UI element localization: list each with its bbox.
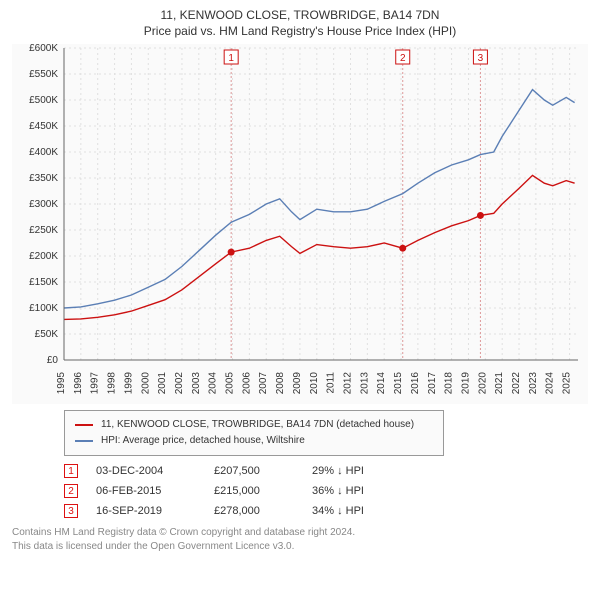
marker-delta: 29% ↓ HPI <box>312 465 412 477</box>
svg-text:2006: 2006 <box>241 372 252 395</box>
svg-text:3: 3 <box>478 53 484 64</box>
svg-text:£400K: £400K <box>29 147 58 158</box>
marker-delta: 36% ↓ HPI <box>312 485 412 497</box>
svg-text:£50K: £50K <box>35 329 59 340</box>
svg-text:2005: 2005 <box>225 372 236 395</box>
chart-subtitle: Price paid vs. HM Land Registry's House … <box>12 24 588 38</box>
chart-title: 11, KENWOOD CLOSE, TROWBRIDGE, BA14 7DN <box>12 8 588 22</box>
marker-chip: 2 <box>64 484 78 498</box>
footer-line: This data is licensed under the Open Gov… <box>12 540 588 554</box>
svg-text:£150K: £150K <box>29 277 58 288</box>
marker-price: £215,000 <box>214 485 294 497</box>
legend-label: 11, KENWOOD CLOSE, TROWBRIDGE, BA14 7DN … <box>101 417 414 433</box>
legend-swatch <box>75 440 93 442</box>
svg-text:£100K: £100K <box>29 303 58 314</box>
legend-label: HPI: Average price, detached house, Wilt… <box>101 433 305 449</box>
svg-text:£550K: £550K <box>29 69 58 80</box>
marker-price: £207,500 <box>214 465 294 477</box>
marker-chip: 3 <box>64 504 78 518</box>
svg-text:1997: 1997 <box>90 372 101 395</box>
svg-text:2011: 2011 <box>326 372 337 394</box>
svg-text:2002: 2002 <box>174 372 185 395</box>
chart-svg: £0 £50K £100K £150K £200K £250K £300K £350K £400… <box>12 44 588 404</box>
svg-text:1999: 1999 <box>123 372 134 395</box>
marker-date: 16-SEP-2019 <box>96 505 196 517</box>
legend-swatch <box>75 424 93 426</box>
legend-item: HPI: Average price, detached house, Wilt… <box>75 433 433 449</box>
svg-text:1996: 1996 <box>73 372 84 395</box>
svg-text:2000: 2000 <box>140 372 151 395</box>
svg-text:2016: 2016 <box>410 372 421 395</box>
svg-text:2022: 2022 <box>511 372 522 395</box>
svg-text:1998: 1998 <box>107 372 118 395</box>
svg-text:£500K: £500K <box>29 95 58 106</box>
legend-item: 11, KENWOOD CLOSE, TROWBRIDGE, BA14 7DN … <box>75 417 433 433</box>
legend: 11, KENWOOD CLOSE, TROWBRIDGE, BA14 7DN … <box>64 410 444 456</box>
table-row: 2 06-FEB-2015 £215,000 36% ↓ HPI <box>64 484 588 498</box>
svg-text:2013: 2013 <box>359 372 370 395</box>
svg-text:2020: 2020 <box>477 372 488 395</box>
svg-text:2025: 2025 <box>562 372 573 395</box>
svg-text:£600K: £600K <box>29 44 58 54</box>
svg-text:2021: 2021 <box>494 372 505 395</box>
svg-text:2010: 2010 <box>309 372 320 395</box>
svg-text:2023: 2023 <box>528 372 539 395</box>
markers-table: 1 03-DEC-2004 £207,500 29% ↓ HPI 2 06-FE… <box>64 464 588 518</box>
svg-text:2024: 2024 <box>545 372 556 395</box>
marker-chip: 1 <box>64 464 78 478</box>
svg-text:2007: 2007 <box>258 372 269 395</box>
svg-text:1: 1 <box>228 53 234 64</box>
svg-text:2004: 2004 <box>208 372 219 395</box>
svg-text:2015: 2015 <box>393 372 404 395</box>
table-row: 1 03-DEC-2004 £207,500 29% ↓ HPI <box>64 464 588 478</box>
svg-text:2017: 2017 <box>427 372 438 395</box>
svg-text:2009: 2009 <box>292 372 303 395</box>
svg-text:£0: £0 <box>47 355 59 366</box>
svg-text:£200K: £200K <box>29 251 58 262</box>
footer-line: Contains HM Land Registry data © Crown c… <box>12 526 588 540</box>
marker-delta: 34% ↓ HPI <box>312 505 412 517</box>
svg-text:£250K: £250K <box>29 225 58 236</box>
footer: Contains HM Land Registry data © Crown c… <box>12 526 588 554</box>
svg-text:2: 2 <box>400 53 406 64</box>
marker-date: 03-DEC-2004 <box>96 465 196 477</box>
svg-text:2019: 2019 <box>460 372 471 395</box>
table-row: 3 16-SEP-2019 £278,000 34% ↓ HPI <box>64 504 588 518</box>
marker-date: 06-FEB-2015 <box>96 485 196 497</box>
svg-text:£450K: £450K <box>29 121 58 132</box>
svg-text:2014: 2014 <box>376 372 387 395</box>
svg-text:2012: 2012 <box>342 372 353 395</box>
svg-text:£350K: £350K <box>29 173 58 184</box>
marker-price: £278,000 <box>214 505 294 517</box>
svg-text:2001: 2001 <box>157 372 168 395</box>
svg-text:2003: 2003 <box>191 372 202 395</box>
svg-text:2008: 2008 <box>275 372 286 395</box>
chart-area: £0 £50K £100K £150K £200K £250K £300K £350K £400… <box>12 44 588 404</box>
svg-text:1995: 1995 <box>56 372 67 395</box>
svg-text:£300K: £300K <box>29 199 58 210</box>
svg-text:2018: 2018 <box>444 372 455 395</box>
chart-titles: 11, KENWOOD CLOSE, TROWBRIDGE, BA14 7DN … <box>12 8 588 38</box>
